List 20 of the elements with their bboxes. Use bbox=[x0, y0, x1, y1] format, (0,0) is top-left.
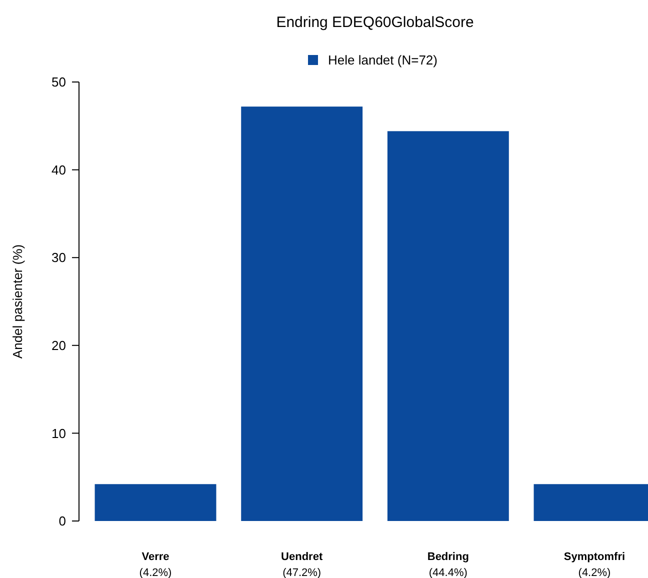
bar bbox=[94, 484, 216, 521]
data-label: (47.2%) bbox=[282, 567, 322, 578]
bar bbox=[387, 131, 509, 521]
x-tick-label: Verre bbox=[142, 551, 170, 563]
data-label: (4.2%) bbox=[578, 567, 611, 578]
bar bbox=[241, 106, 363, 521]
x-tick-label: Uendret bbox=[281, 551, 323, 563]
x-tick-label: Symptomfri bbox=[564, 551, 626, 563]
chart-title: Endring EDEQ60GlobalScore bbox=[276, 14, 474, 31]
y-tick-label: 10 bbox=[52, 426, 66, 441]
y-tick-label: 40 bbox=[52, 162, 66, 178]
y-tick-label: 50 bbox=[52, 74, 66, 90]
y-tick-label: 0 bbox=[58, 514, 66, 529]
legend-label: Hele landet (N=72) bbox=[328, 52, 438, 68]
data-label: (4.2%) bbox=[139, 567, 172, 578]
data-label: (44.4%) bbox=[428, 567, 468, 578]
y-tick-label: 30 bbox=[52, 250, 66, 266]
x-tick-label: Bedring bbox=[427, 551, 469, 563]
y-tick-label: 20 bbox=[52, 338, 66, 353]
y-axis-title: Andel pasienter (%) bbox=[10, 244, 25, 359]
